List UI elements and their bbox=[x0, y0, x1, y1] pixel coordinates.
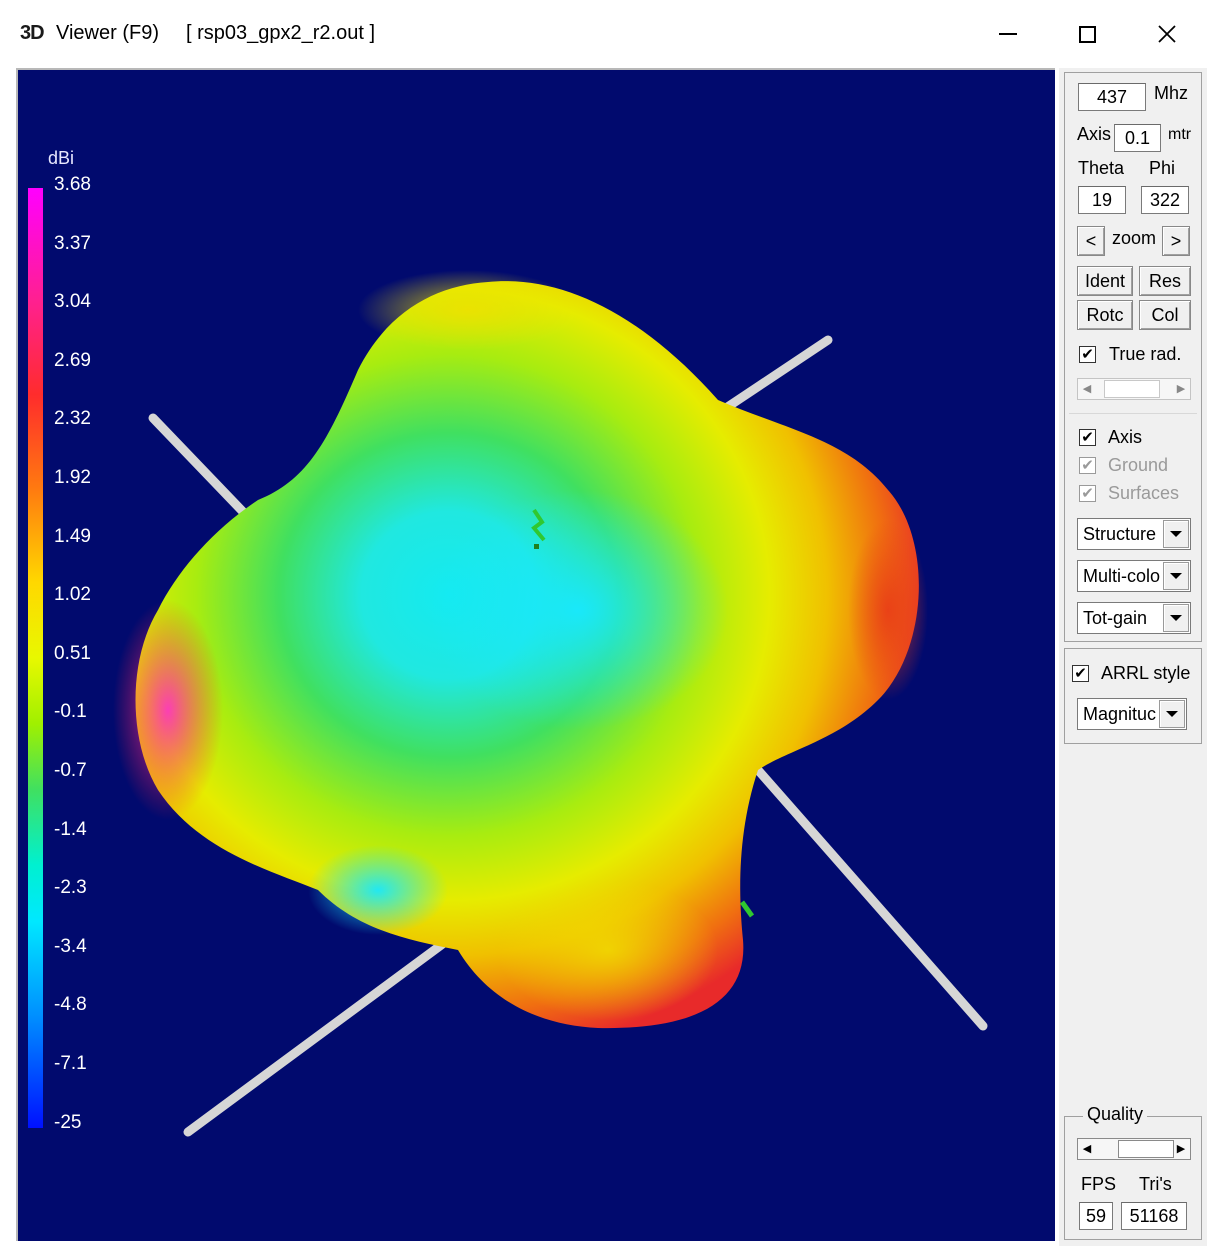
antenna-element-mark bbox=[531, 508, 546, 542]
3d-viewport[interactable]: dBi 3.68 3.37 3.04 2.69 2.32 1.92 1.49 1.02 0.51… bbox=[16, 68, 1055, 1241]
theta-label: Theta bbox=[1078, 158, 1125, 178]
gain-colorbar bbox=[28, 188, 43, 1128]
scroll-thumb[interactable] bbox=[1118, 1140, 1174, 1158]
maximize-button[interactable] bbox=[1064, 14, 1110, 54]
lobe-high-region bbox=[358, 270, 578, 350]
lobe-minimum-region bbox=[308, 845, 448, 935]
scale-tick-label: 3.04 bbox=[54, 291, 91, 313]
close-button[interactable] bbox=[1144, 14, 1190, 54]
scale-tick-label: 3.37 bbox=[54, 232, 91, 254]
arrl-style-checkbox[interactable]: ✔ bbox=[1072, 665, 1089, 682]
scale-tick-label: 1.49 bbox=[54, 525, 91, 547]
scale-tick-label: 2.32 bbox=[54, 408, 91, 430]
view-settings-group bbox=[1064, 72, 1202, 642]
maximize-icon bbox=[1078, 25, 1096, 43]
zoom-in-button[interactable]: > bbox=[1162, 226, 1190, 256]
scale-tick-label: -0.7 bbox=[54, 760, 87, 781]
zoom-label: zoom bbox=[1112, 228, 1157, 248]
minimize-button[interactable] bbox=[985, 14, 1031, 54]
scroll-thumb[interactable] bbox=[1104, 380, 1160, 398]
rotc-button[interactable]: Rotc bbox=[1077, 300, 1133, 330]
magnitude-dropdown[interactable]: Magnituc bbox=[1077, 698, 1187, 730]
quality-label: Quality bbox=[1083, 1104, 1148, 1125]
control-panel: 437 Mhz Axis 0.1 mtr Theta Phi 19 322 < … bbox=[1059, 68, 1207, 1246]
phi-label: Phi bbox=[1149, 158, 1176, 178]
fps-value: 59 bbox=[1079, 1202, 1113, 1230]
scale-tick-label: -3.4 bbox=[54, 935, 87, 957]
color-mode-dropdown[interactable]: Multi-colo bbox=[1077, 560, 1191, 592]
minimize-icon bbox=[999, 33, 1017, 35]
lobe-high-region bbox=[498, 880, 718, 1020]
window-title: Viewer (F9) bbox=[56, 22, 159, 44]
ident-button[interactable]: Ident bbox=[1077, 266, 1133, 296]
axis-size-label: Axis bbox=[1077, 124, 1112, 144]
arrl-style-label: ARRL style bbox=[1101, 663, 1191, 683]
axis-rod bbox=[753, 765, 988, 1031]
scale-tick-label: -4.8 bbox=[54, 994, 87, 1016]
axis-rod bbox=[183, 935, 453, 1137]
tris-label: Tri's bbox=[1139, 1174, 1172, 1194]
res-button[interactable]: Res bbox=[1139, 266, 1191, 296]
color-mode-dropdown-value: Multi-colo bbox=[1083, 566, 1161, 586]
chevron-down-icon[interactable] bbox=[1159, 700, 1185, 728]
phi-field[interactable]: 322 bbox=[1141, 186, 1189, 214]
chevron-down-icon[interactable] bbox=[1163, 520, 1189, 548]
gain-type-dropdown[interactable]: Tot-gain bbox=[1077, 602, 1191, 634]
col-button[interactable]: Col bbox=[1139, 300, 1191, 330]
quality-scrollbar[interactable]: ◀ ▶ bbox=[1077, 1138, 1191, 1160]
arrl-group bbox=[1064, 648, 1202, 744]
scale-tick-label: 3.68 bbox=[54, 174, 91, 195]
gain-type-dropdown-value: Tot-gain bbox=[1083, 608, 1148, 628]
ground-checkbox[interactable]: ✔ bbox=[1079, 457, 1096, 474]
frequency-field[interactable]: 437 bbox=[1078, 83, 1146, 111]
scale-tick-label: -25 bbox=[54, 1111, 82, 1133]
scale-tick-label: 1.02 bbox=[54, 584, 91, 606]
surfaces-label: Surfaces bbox=[1108, 483, 1180, 503]
divider bbox=[1069, 413, 1197, 414]
surfaces-checkbox[interactable]: ✔ bbox=[1079, 485, 1096, 502]
radiation-pattern-render bbox=[113, 270, 988, 1137]
scroll-right-icon[interactable]: ▶ bbox=[1176, 1143, 1186, 1155]
antenna-element-mark bbox=[739, 900, 755, 918]
chevron-down-icon[interactable] bbox=[1163, 562, 1189, 590]
axis-checkbox[interactable]: ✔ bbox=[1079, 429, 1096, 446]
scale-tick-label: 1.92 bbox=[54, 467, 91, 488]
lobe-maximum-region bbox=[113, 600, 223, 820]
scale-tick-label: -1.4 bbox=[54, 818, 87, 840]
zoom-out-button[interactable]: < bbox=[1077, 226, 1105, 256]
scroll-right-icon[interactable]: ▶ bbox=[1176, 383, 1186, 395]
axis-check-label: Axis bbox=[1108, 427, 1143, 447]
tris-value: 51168 bbox=[1121, 1202, 1187, 1230]
true-rad-checkbox[interactable]: ✔ bbox=[1079, 346, 1096, 363]
axis-size-field[interactable]: 0.1 bbox=[1114, 124, 1161, 152]
structure-dropdown[interactable]: Structure bbox=[1077, 518, 1191, 550]
scale-tick-label: 2.69 bbox=[54, 349, 91, 371]
frequency-unit: Mhz bbox=[1154, 83, 1189, 103]
true-rad-label: True rad. bbox=[1109, 344, 1182, 364]
scale-unit-label: dBi bbox=[48, 148, 75, 168]
scroll-left-icon[interactable]: ◀ bbox=[1082, 383, 1092, 395]
scale-tick-label: -2.3 bbox=[54, 877, 87, 899]
scale-tick-label: -7.1 bbox=[54, 1053, 87, 1074]
axis-size-unit: mtr bbox=[1168, 126, 1192, 143]
app-logo: 3D bbox=[20, 22, 45, 44]
close-icon bbox=[1158, 25, 1176, 43]
antenna-element-mark bbox=[534, 544, 539, 549]
scroll-left-icon[interactable]: ◀ bbox=[1082, 1143, 1092, 1155]
ground-label: Ground bbox=[1108, 455, 1169, 475]
true-rad-scrollbar[interactable]: ◀ ▶ bbox=[1077, 378, 1191, 400]
title-bar: 3D Viewer (F9) [ rsp03_gpx2_r2.out ] bbox=[0, 0, 1207, 66]
lobe-minimum-region bbox=[428, 490, 728, 730]
lobe-high-region bbox=[848, 520, 928, 700]
structure-dropdown-value: Structure bbox=[1083, 524, 1157, 544]
magnitude-dropdown-value: Magnituc bbox=[1083, 704, 1157, 724]
fps-label: FPS bbox=[1081, 1174, 1117, 1194]
window-file-name: [ rsp03_gpx2_r2.out ] bbox=[186, 22, 376, 44]
scale-tick-label: -0.1 bbox=[54, 701, 87, 723]
scale-tick-label: 0.51 bbox=[54, 642, 91, 664]
chevron-down-icon[interactable] bbox=[1163, 604, 1189, 632]
theta-field[interactable]: 19 bbox=[1078, 186, 1126, 214]
